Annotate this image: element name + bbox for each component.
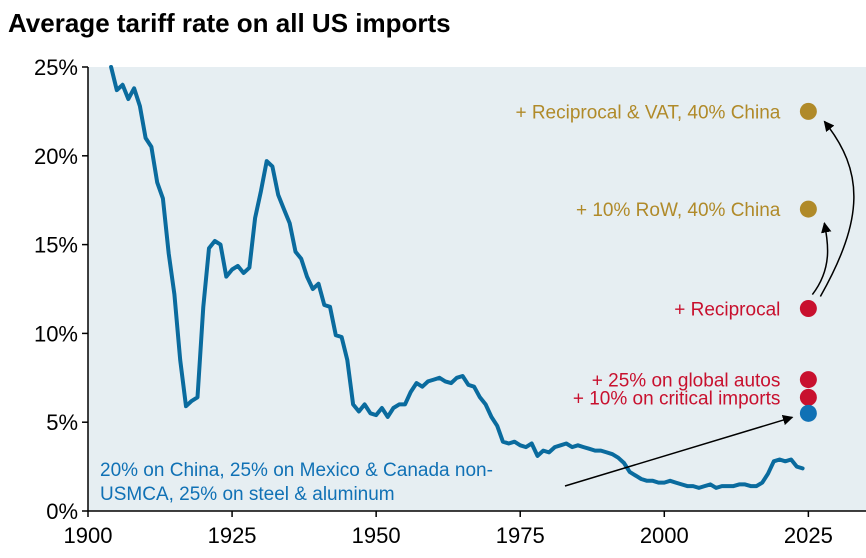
scenario-dot (799, 388, 817, 406)
scenario-label: + 10% RoW, 40% China (576, 200, 781, 221)
y-tick-label: 25% (34, 55, 78, 80)
x-tick-label: 2000 (640, 523, 689, 548)
y-tick-label: 15% (34, 233, 78, 258)
annotation-line-2: USMCA, 25% on steel & aluminum (100, 484, 395, 505)
scenario-dot (799, 200, 817, 218)
y-axis: 0% 5% 10% 15% 20% 25% (34, 55, 88, 524)
y-tick-label: 20% (34, 144, 78, 169)
y-tick-label: 5% (46, 410, 78, 435)
arrow-reciprocal-to-vat (819, 120, 855, 297)
x-tick-label: 1975 (496, 523, 545, 548)
scenario-dot (799, 102, 817, 120)
plot-area (88, 67, 866, 511)
arrow-annotation-to-blue-dot (564, 415, 794, 487)
x-axis: 1900 1925 1950 1975 2000 2025 (64, 511, 833, 548)
scenario-points: + Reciprocal & VAT, 40% China + 10% RoW, … (515, 102, 817, 422)
x-tick-label: 1950 (352, 523, 401, 548)
scenario-dot (799, 300, 817, 318)
x-tick-label: 2025 (784, 523, 833, 548)
x-tick-label: 1925 (208, 523, 257, 548)
y-tick-label: 10% (34, 321, 78, 346)
arrow-reciprocal-to-10pct-row (811, 222, 832, 295)
scenario-label: + Reciprocal (674, 300, 780, 321)
scenario-dot (799, 404, 817, 422)
scenario-dot (799, 371, 817, 389)
y-tick-label: 0% (46, 499, 78, 524)
scenario-label: + 10% on critical imports (573, 388, 781, 409)
scenario-label: + Reciprocal & VAT, 40% China (515, 102, 780, 123)
tariff-rate-line (109, 65, 805, 490)
scenario-label: + 25% on global autos (592, 371, 781, 392)
x-tick-label: 1900 (64, 523, 113, 548)
annotation-line-1: 20% on China, 25% on Mexico & Canada non… (100, 460, 493, 481)
chart-title: Average tariff rate on all US imports (8, 8, 451, 38)
